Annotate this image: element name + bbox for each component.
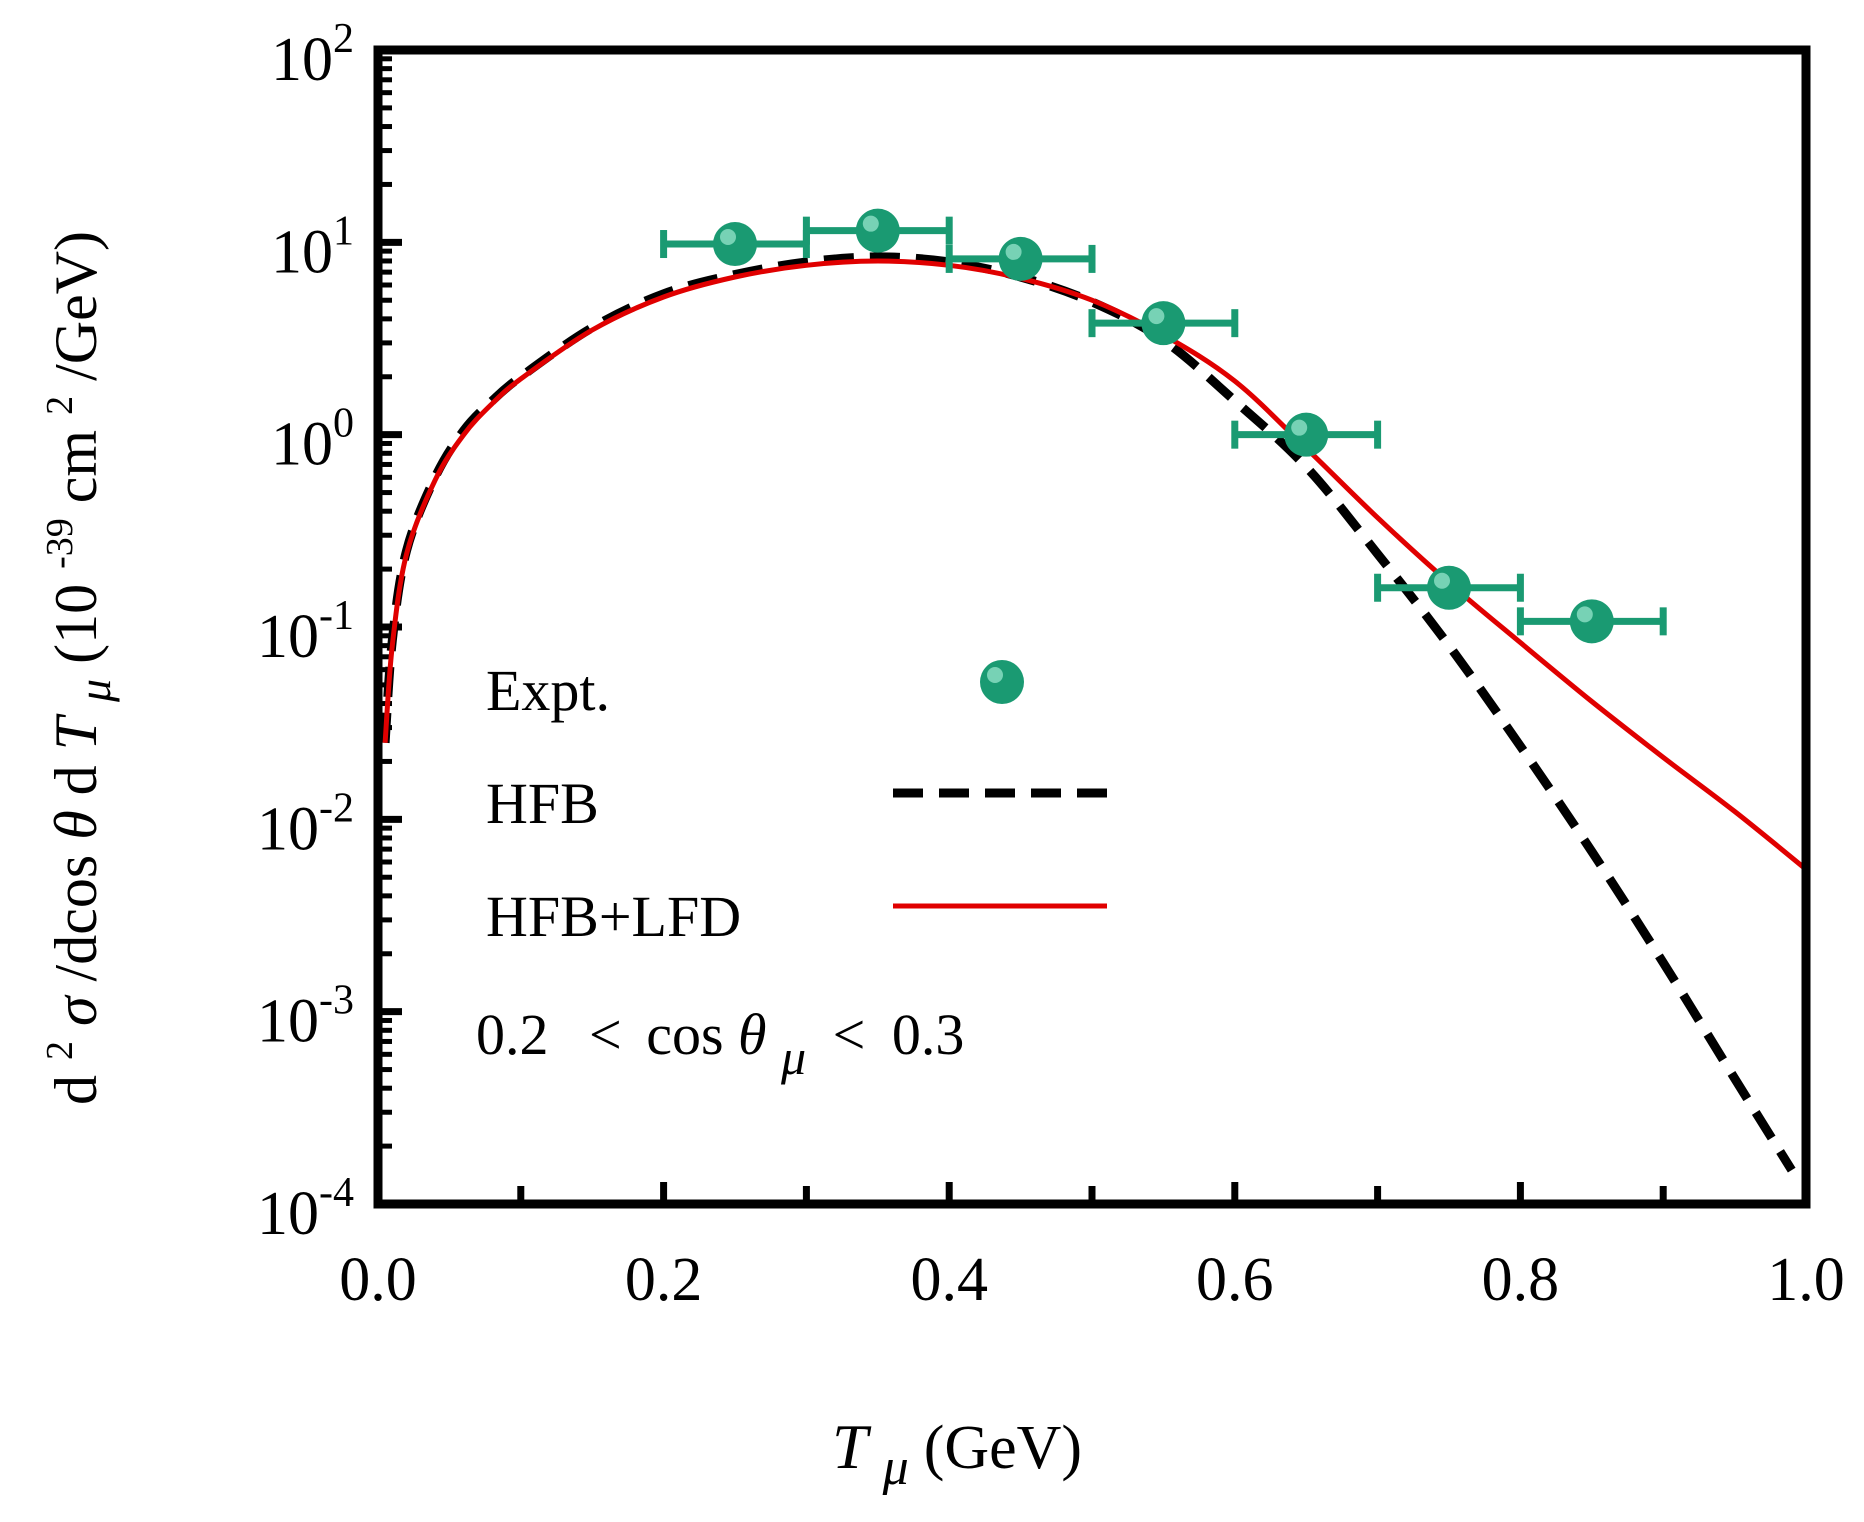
y-tick-base: 10 xyxy=(257,603,319,671)
y-label-unitB: cm xyxy=(43,430,109,503)
plot-frame xyxy=(373,45,1811,1209)
expt-point-2 xyxy=(945,236,1096,281)
y-tick-label: 10-1 xyxy=(257,593,354,671)
y-label-d: d xyxy=(43,1075,109,1105)
y-tick-label: 10-4 xyxy=(257,1170,354,1248)
series-hfb-lfd-line xyxy=(382,258,1806,872)
y-tick-label: 101 xyxy=(271,208,354,286)
x-tick-label: 0.4 xyxy=(910,1246,988,1314)
plot-area xyxy=(380,208,1806,1173)
y-label-sub: μ xyxy=(69,679,120,703)
annotation-theta: θ xyxy=(738,1002,767,1067)
y-tick-base: 10 xyxy=(257,795,319,863)
expt-point-6 xyxy=(1516,599,1667,644)
expt-point-5 xyxy=(1374,565,1524,610)
y-tick-base: 10 xyxy=(257,1180,319,1248)
y-tick-exponent: -3 xyxy=(319,978,354,1024)
expt-point-4 xyxy=(1231,412,1382,457)
x-tick-label: 0.6 xyxy=(1196,1246,1274,1314)
legend-marker-expt xyxy=(980,660,1024,704)
y-tick-exponent: -1 xyxy=(319,593,354,639)
legend-label-hfb-lfd: HFB+LFD xyxy=(486,884,741,949)
expt-marker xyxy=(1569,599,1614,644)
y-tick-base: 10 xyxy=(271,218,333,286)
y-tick-exponent: -4 xyxy=(319,1170,354,1216)
y-label-supCm: 2 xyxy=(39,396,81,415)
y-tick-exponent: 0 xyxy=(333,401,354,447)
expt-point-0 xyxy=(660,222,810,267)
y-tick-label: 10-2 xyxy=(257,785,354,863)
y-tick-exponent: -2 xyxy=(319,785,354,831)
legend-label-hfb: HFB xyxy=(486,771,599,836)
expt-marker-highlight xyxy=(1005,243,1022,260)
legend-marker-expt-highlight xyxy=(987,667,1003,683)
x-tick-label: 0.8 xyxy=(1482,1246,1560,1314)
annotation-lt2: < xyxy=(833,1002,866,1067)
expt-marker xyxy=(1284,412,1329,457)
expt-marker-highlight xyxy=(1291,419,1308,436)
cos-range-annotation: 0.2 < cos θ μ < 0.3 xyxy=(476,1002,964,1087)
legend: Expt. HFB HFB+LFD xyxy=(486,658,1107,949)
y-label-supExp: -39 xyxy=(39,518,81,569)
x-axis-label-unit: (GeV) xyxy=(924,1414,1082,1482)
y-tick-label: 100 xyxy=(271,401,354,479)
y-tick-base: 10 xyxy=(257,988,319,1056)
annotation-mu: μ xyxy=(780,1029,806,1085)
expt-marker xyxy=(998,236,1043,281)
x-axis-label: T μ (GeV) xyxy=(832,1411,1082,1497)
expt-marker xyxy=(1141,301,1186,346)
annotation-cos: cos xyxy=(646,1002,723,1067)
annotation-lt1: < xyxy=(589,1002,622,1067)
expt-marker-highlight xyxy=(1148,308,1165,325)
x-tick-label: 0.2 xyxy=(625,1246,703,1314)
y-tick-label: 102 xyxy=(271,16,354,94)
y-label-mid: /dcos xyxy=(43,855,109,982)
expt-marker xyxy=(1427,565,1471,610)
y-label-d2: d xyxy=(43,765,109,795)
y-label-sup2: 2 xyxy=(39,1041,81,1060)
annotation-left: 0.2 xyxy=(476,1002,549,1067)
expt-marker-highlight xyxy=(862,215,879,232)
y-tick-base: 10 xyxy=(271,26,333,94)
expt-marker xyxy=(855,208,900,253)
expt-marker-highlight xyxy=(720,229,736,246)
y-tick-label: 10-3 xyxy=(257,978,354,1056)
expt-point-1 xyxy=(802,208,953,253)
x-tick-label: 1.0 xyxy=(1767,1246,1845,1314)
expt-marker xyxy=(713,222,757,267)
expt-point-3 xyxy=(1088,301,1239,346)
y-label-unitC: /GeV) xyxy=(43,231,109,381)
y-label-theta: θ xyxy=(43,810,109,839)
minor-ticks xyxy=(378,56,1667,1204)
y-tick-base: 10 xyxy=(271,411,333,479)
legend-label-expt: Expt. xyxy=(486,658,610,723)
y-label-T: T xyxy=(43,713,109,750)
x-axis-label-subscript: μ xyxy=(882,1439,909,1496)
expt-marker-highlight xyxy=(1576,606,1593,623)
y-label-sigma: σ xyxy=(43,994,109,1026)
y-axis-label: d 2 σ /dcos θ d T μ (10 -39 cm 2 /GeV) xyxy=(19,231,123,1105)
y-label-unitA: (10 xyxy=(43,584,109,664)
x-tick-label: 0.0 xyxy=(339,1246,417,1314)
expt-marker-highlight xyxy=(1434,572,1450,589)
y-tick-exponent: 2 xyxy=(333,16,354,62)
y-tick-exponent: 1 xyxy=(333,208,354,254)
x-tick-labels: 0.0 0.2 0.4 0.6 0.8 1.0 xyxy=(339,1246,1845,1314)
x-axis-label-symbol: T xyxy=(832,1411,872,1482)
annotation-right: 0.3 xyxy=(892,1002,965,1067)
